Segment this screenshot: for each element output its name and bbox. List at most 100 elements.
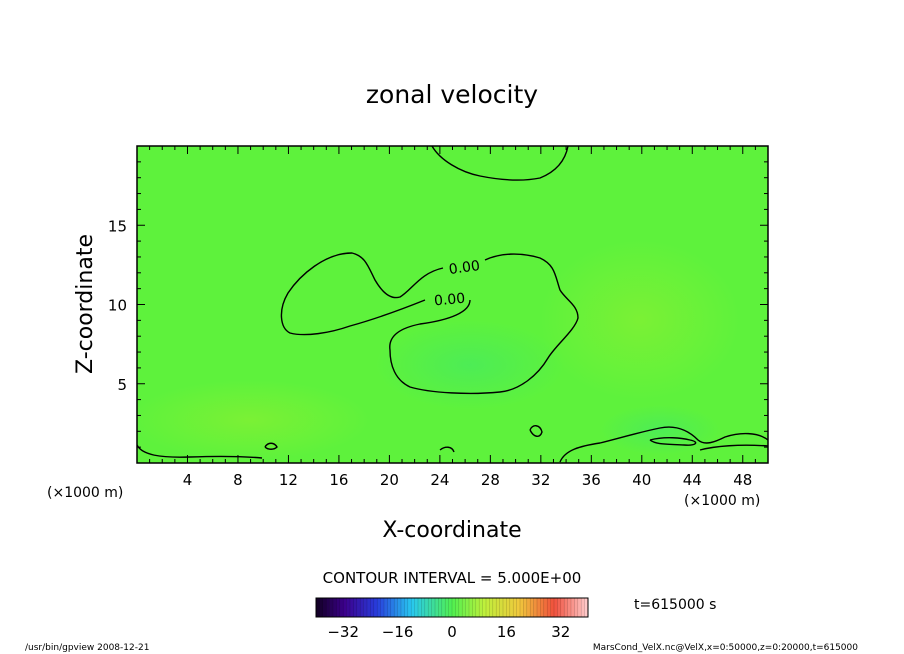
contour-lines xyxy=(137,146,768,463)
colorbar-cell xyxy=(356,598,361,617)
x-tick-label: 4 xyxy=(183,471,193,489)
colorbar-cell xyxy=(550,598,555,617)
colorbar-cell xyxy=(401,598,405,617)
colorbar-cell xyxy=(574,598,579,617)
colorbar-cell xyxy=(520,598,524,617)
colorbar-cell xyxy=(384,598,388,617)
colorbar-cell xyxy=(435,598,439,617)
x-axis-label: X-coordinate xyxy=(382,518,521,543)
colorbar-cell xyxy=(581,598,585,617)
x-tick-label: 16 xyxy=(329,471,348,489)
time-label: t=615000 s xyxy=(634,597,716,613)
colorbar-cell xyxy=(509,598,514,617)
colorbar-cell xyxy=(428,598,432,617)
colorbar-cell xyxy=(537,598,541,617)
x-tick-label: 28 xyxy=(481,471,500,489)
colorbar-cell xyxy=(322,598,327,617)
colorbar-cell xyxy=(554,598,558,617)
colorbar-cell xyxy=(411,598,415,617)
colorbar-cell xyxy=(452,598,456,617)
colorbar-cell xyxy=(564,598,568,617)
contour-bottom-left xyxy=(137,444,263,459)
colorbar-cell xyxy=(397,598,402,617)
x-tick-label: 8 xyxy=(233,471,243,489)
colorbar-cell xyxy=(438,598,443,617)
colorbar-cell xyxy=(577,598,582,617)
colorbar-cell xyxy=(462,598,466,617)
colorbar-cell xyxy=(370,598,375,617)
colorbar-cell xyxy=(540,598,545,617)
colorbar-cell xyxy=(394,598,398,617)
colorbar-cell xyxy=(475,598,480,617)
colorbar-cell xyxy=(496,598,500,617)
colorbar-cell xyxy=(418,598,422,617)
colorbar-cell xyxy=(567,598,572,617)
colorbar-cell xyxy=(469,598,473,617)
x-unit-left: (×1000 m) xyxy=(47,485,123,501)
colorbar-cell xyxy=(486,598,490,617)
colorbar-cell xyxy=(479,598,483,617)
colorbar-cell xyxy=(329,598,334,617)
colorbar-cell xyxy=(560,598,565,617)
x-tick-label: 40 xyxy=(632,471,651,489)
colorbar-cell xyxy=(387,598,392,617)
colorbar-cell xyxy=(404,598,409,617)
colorbar-cell xyxy=(380,598,385,617)
contour-top xyxy=(431,146,569,181)
y-tick-label: 5 xyxy=(117,376,127,394)
colorbar-cell xyxy=(316,598,320,617)
colorbar-tick-label: 0 xyxy=(447,623,457,641)
colorbar-cell xyxy=(530,598,534,617)
colorbar-cell xyxy=(367,598,371,617)
colorbar-cell xyxy=(533,598,538,617)
colorbar-cell xyxy=(482,598,487,617)
colorbar-tick-label: −32 xyxy=(327,623,359,641)
colorbar-cell xyxy=(448,598,453,617)
colorbar-cell xyxy=(547,598,551,617)
colorbar-tick-label: 32 xyxy=(551,623,570,641)
colorbar-cell xyxy=(503,598,507,617)
contour-label-upper: 0.00 xyxy=(448,258,481,278)
colorbar-tick-label: −16 xyxy=(382,623,414,641)
colorbar-cell xyxy=(441,598,446,617)
x-unit-right: (×1000 m) xyxy=(684,493,760,509)
colorbar-cell xyxy=(458,598,463,617)
colorbar-cell xyxy=(414,598,419,617)
colorbar-cell xyxy=(465,598,470,617)
x-tick-label: 12 xyxy=(279,471,298,489)
contour-interval-text: CONTOUR INTERVAL = 5.000E+00 xyxy=(323,569,582,587)
colorbar-cell xyxy=(571,598,575,617)
contour-label-lower: 0.00 xyxy=(433,291,465,310)
colorbar-cell xyxy=(513,598,517,617)
colorbar-frame xyxy=(315,597,589,618)
colorbar xyxy=(315,598,589,617)
colorbar-cell xyxy=(543,598,548,617)
y-tick-label: 15 xyxy=(108,217,127,235)
x-tick-label: 44 xyxy=(683,471,702,489)
x-axis-ticks: 4 8 12 16 20 24 28 32 36 40 44 48 xyxy=(149,146,756,489)
colorbar-cell xyxy=(557,598,562,617)
x-tick-label: 20 xyxy=(380,471,399,489)
colorbar-cell xyxy=(350,598,354,617)
x-tick-label: 36 xyxy=(582,471,601,489)
colorbar-cell xyxy=(360,598,364,617)
contour-upper-loop xyxy=(280,252,579,395)
colorbar-cell xyxy=(455,598,460,617)
colorbar-cell xyxy=(339,598,344,617)
colorbar-cell xyxy=(363,598,368,617)
colorbar-cell xyxy=(343,598,347,617)
colorbar-cell xyxy=(472,598,477,617)
footer-right: MarsCond_VelX.nc@VelX,x=0:50000,z=0:2000… xyxy=(593,643,858,653)
colorbar-cell xyxy=(523,598,528,617)
colorbar-cell xyxy=(492,598,497,617)
colorbar-cell xyxy=(390,598,395,617)
x-tick-label: 24 xyxy=(430,471,449,489)
colorbar-tick-label: 16 xyxy=(497,623,516,641)
contour-bottom-mid xyxy=(264,442,455,453)
colorbar-cell xyxy=(336,598,341,617)
colorbar-cell xyxy=(499,598,504,617)
x-tick-label: 48 xyxy=(733,471,752,489)
footer-left: /usr/bin/gpview 2008-12-21 xyxy=(25,643,149,653)
y-axis-ticks: 5 10 15 xyxy=(108,161,768,448)
